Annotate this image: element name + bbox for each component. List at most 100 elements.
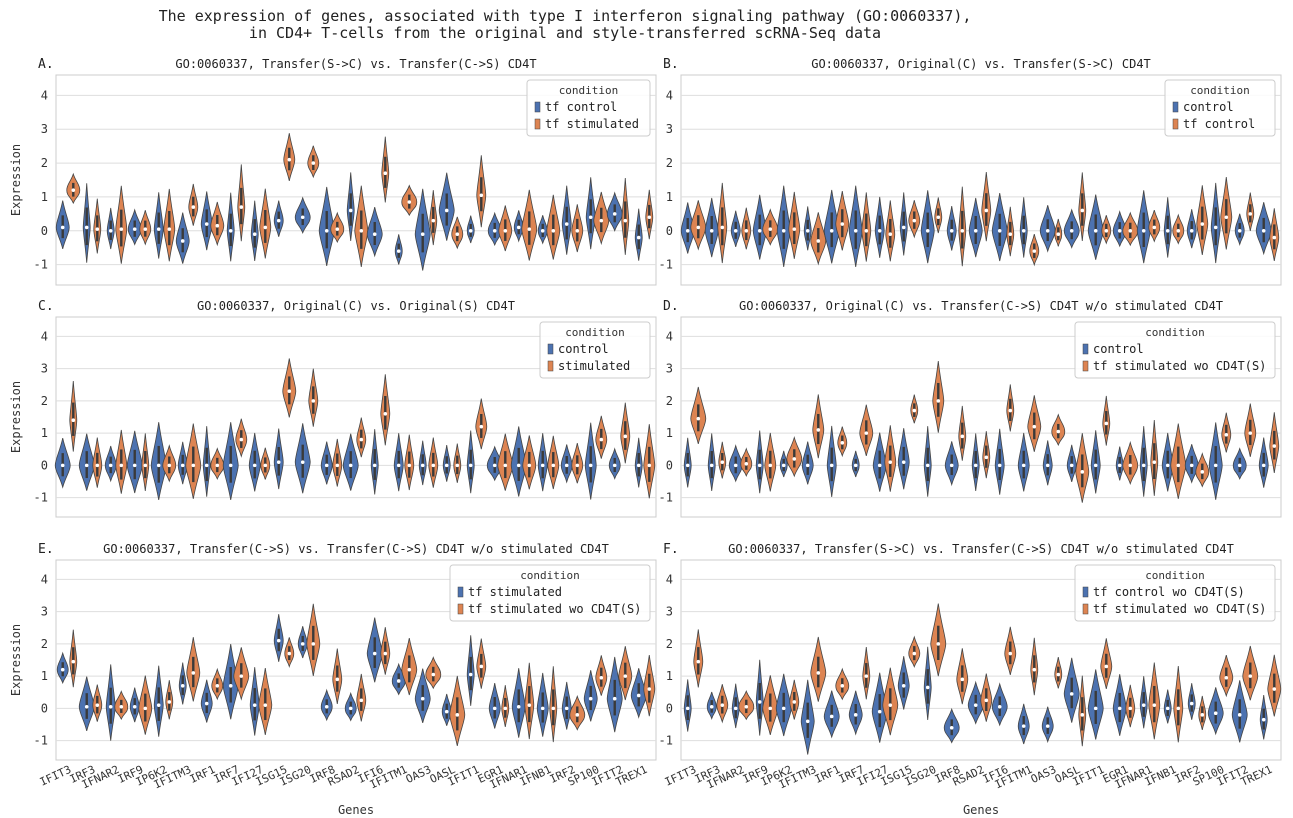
violin-median: [709, 463, 714, 468]
violin-median: [455, 713, 460, 717]
violin-median: [540, 229, 545, 233]
violin-median: [348, 208, 353, 213]
violin-median: [468, 229, 473, 233]
legend-label: tf control: [545, 100, 617, 114]
violin-median: [1008, 232, 1013, 236]
violin-median: [1069, 692, 1074, 696]
violin-median: [973, 703, 978, 707]
violin-median: [191, 205, 196, 209]
violin-median: [1189, 701, 1194, 706]
violin-median: [1261, 463, 1266, 468]
violin-median: [696, 659, 701, 664]
y-axis-label: Expression: [9, 144, 23, 216]
violin-median: [949, 229, 954, 233]
legend-label: tf stimulated: [468, 585, 562, 599]
panel-letter: D.: [663, 299, 679, 314]
violin-median: [503, 229, 508, 233]
violin-median: [816, 239, 821, 243]
violin-median: [564, 706, 569, 711]
violin-median: [1248, 674, 1253, 678]
violin-median: [444, 208, 449, 213]
violin-median: [156, 463, 161, 468]
violin-median: [1104, 229, 1109, 233]
violin-median: [276, 638, 281, 643]
violin-median: [239, 205, 244, 209]
violin-median: [647, 463, 652, 468]
violin-median: [311, 642, 316, 646]
violin-median: [720, 225, 725, 230]
violin-median: [396, 463, 401, 468]
violin-median: [479, 424, 484, 429]
violin-median: [805, 229, 810, 233]
violin-median: [84, 704, 89, 709]
panel-letter: C.: [38, 299, 54, 314]
violin-median: [877, 229, 882, 233]
violin-median: [420, 696, 425, 701]
legend-label: tf control: [1183, 117, 1255, 131]
y-tick-label: -1: [34, 734, 48, 748]
violin-median: [768, 706, 773, 711]
violin-median: [191, 463, 196, 468]
violin-median: [143, 706, 148, 711]
violin-median: [840, 441, 845, 445]
violin-median: [960, 434, 965, 439]
violin-median: [407, 463, 412, 468]
violin-median: [877, 709, 882, 714]
panel-title: GO:0060337, Transfer(S->C) vs. Transfer(…: [728, 542, 1234, 556]
panel-title: GO:0060337, Original(C) vs. Transfer(S->…: [811, 57, 1151, 71]
legend-label: tf stimulated wo CD4T(S): [1093, 359, 1266, 373]
violin-median: [1176, 463, 1181, 468]
figure-title-line-1: The expression of genes, associated with…: [158, 7, 972, 25]
legend-swatch: [457, 586, 464, 598]
violin-median: [840, 684, 845, 688]
violin-median: [276, 460, 281, 464]
violin-median: [335, 227, 340, 231]
violin-median: [300, 215, 305, 220]
violin-median: [984, 698, 989, 703]
legend-box: [526, 79, 651, 137]
legend-swatch: [457, 603, 464, 615]
legend-title: condition: [1145, 326, 1205, 339]
violin-median: [733, 463, 738, 468]
violin-median: [768, 227, 773, 231]
violin-median: [1093, 229, 1098, 233]
y-axis-label: Expression: [9, 381, 23, 453]
violin-median: [1128, 463, 1133, 468]
panel-title: GO:0060337, Transfer(C->S) vs. Transfer(…: [103, 542, 609, 556]
violin-median: [1141, 229, 1146, 233]
violin-median: [1165, 229, 1170, 233]
violin-median: [324, 704, 329, 709]
x-axis-label: Genes: [963, 803, 999, 817]
violin-median: [781, 706, 786, 711]
legend-swatch: [1172, 101, 1179, 113]
y-tick-label: 3: [666, 362, 673, 376]
y-tick-label: 0: [666, 458, 673, 472]
violin-median: [829, 714, 834, 719]
y-tick-label: 1: [666, 426, 673, 440]
violin-median: [864, 229, 869, 233]
violin-median: [564, 222, 569, 226]
violin-median: [263, 463, 268, 468]
violin-median: [503, 706, 508, 711]
violin-median: [720, 703, 725, 707]
violin-median: [252, 463, 257, 468]
y-tick-label: 1: [666, 669, 673, 683]
violin-median: [1021, 229, 1026, 233]
violin-median: [95, 463, 100, 468]
violin-median: [960, 677, 965, 682]
violin-median: [263, 703, 268, 707]
y-tick-label: 1: [41, 190, 48, 204]
violin-median: [455, 463, 460, 468]
violin-median: [647, 215, 652, 220]
violin-median: [1056, 429, 1061, 434]
violin-median: [287, 651, 292, 656]
violin-median: [853, 463, 858, 468]
violin-median: [1272, 444, 1277, 448]
violin-median: [287, 157, 292, 162]
violin-median: [1056, 672, 1061, 677]
violin-median: [444, 463, 449, 468]
y-tick-label: 4: [41, 88, 48, 102]
violin-median: [119, 463, 124, 468]
legend-label: tf stimulated wo CD4T(S): [1093, 602, 1266, 616]
y-tick-label: 1: [41, 426, 48, 440]
